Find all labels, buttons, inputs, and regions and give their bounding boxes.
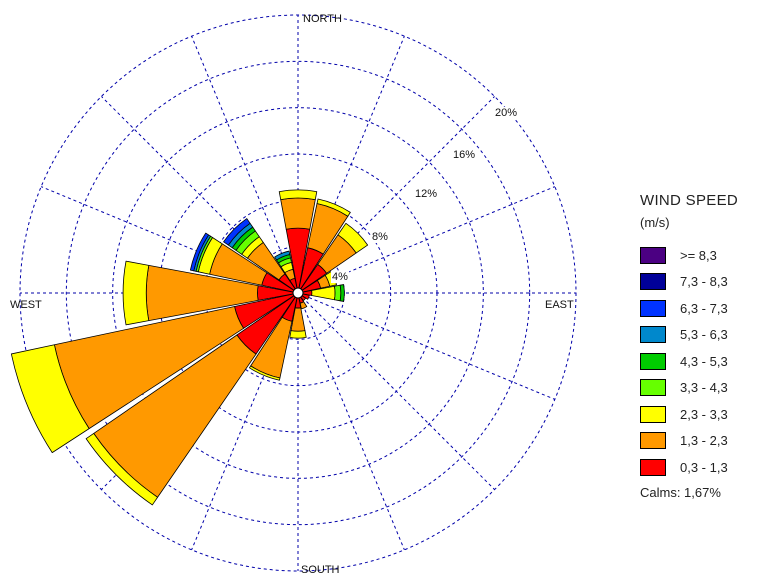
grid-spoke — [40, 186, 299, 294]
legend-item: 7,3 - 8,3 — [640, 269, 775, 296]
legend-swatch — [640, 352, 666, 370]
legend-label: 7,3 - 8,3 — [680, 274, 728, 290]
ring-label-16: 16% — [453, 149, 475, 161]
ring-label-background — [371, 231, 390, 243]
legend-swatch — [640, 432, 666, 450]
chart-labels: NORTH EAST SOUTH WEST 4% 8% 12% 16% 20% — [10, 13, 574, 576]
ring-label-12: 12% — [415, 188, 437, 200]
legend-item: 2,3 - 3,3 — [640, 401, 775, 428]
legend-item: 6,3 - 7,3 — [640, 295, 775, 322]
legend-items: >= 8,3 7,3 - 8,3 6,3 - 7,3 5,3 - 6,3 4,3… — [640, 242, 775, 481]
legend-swatch — [640, 405, 666, 423]
petal-segment-e — [334, 284, 342, 302]
grid-spoke — [191, 35, 299, 294]
petal-segment-nne — [316, 198, 351, 217]
grid-spoke — [297, 35, 405, 294]
petal-segment-n — [278, 189, 318, 201]
petal-segment-ssw — [249, 365, 281, 381]
legend-label: >= 8,3 — [680, 247, 717, 263]
grid-ring — [65, 60, 531, 526]
wind-rose-chart: NORTH EAST SOUTH WEST 4% 8% 12% 16% 20% — [10, 13, 577, 576]
legend-item: 0,3 - 1,3 — [640, 454, 775, 481]
calms-label: Calms: 1,67% — [640, 484, 721, 500]
petal-segment-w — [122, 260, 150, 326]
legend-label: 6,3 - 7,3 — [680, 300, 728, 316]
petal-segment-ne — [337, 222, 369, 254]
petal-segment-n — [280, 197, 316, 230]
legend-item: 1,3 - 2,3 — [640, 428, 775, 455]
legend-label: 4,3 - 5,3 — [680, 353, 728, 369]
legend-label: 0,3 - 1,3 — [680, 459, 728, 475]
legend-label: 1,3 - 2,3 — [680, 433, 728, 449]
legend-item: >= 8,3 — [640, 242, 775, 269]
grid-ring — [112, 107, 484, 479]
ring-label-20: 20% — [495, 107, 517, 119]
petal-segment-sse — [299, 301, 308, 310]
legend: WIND SPEED (m/s) >= 8,3 7,3 - 8,3 6,3 - … — [640, 192, 775, 500]
legend-swatch — [640, 246, 666, 264]
grid-spoke — [297, 292, 405, 551]
legend-item: 5,3 - 6,3 — [640, 322, 775, 349]
legend-swatch — [640, 273, 666, 291]
petal-segment-wnw — [189, 232, 210, 272]
grid-spoke — [101, 96, 299, 294]
grid-spoke — [297, 292, 495, 490]
grid-spoke — [297, 292, 556, 400]
legend-title: WIND SPEED — [640, 192, 739, 209]
legend-item: 4,3 - 5,3 — [640, 348, 775, 375]
legend-swatch — [640, 458, 666, 476]
grid-spoke — [191, 292, 299, 551]
legend-label: 3,3 - 4,3 — [680, 380, 728, 396]
grid-spoke — [297, 186, 556, 294]
petal-segment-nw — [223, 218, 251, 246]
petal-segment-nnw — [274, 250, 291, 261]
petal-segment-sw — [85, 433, 158, 506]
ring-label-4: 4% — [332, 271, 348, 283]
grid-spoke — [297, 96, 495, 294]
ring-label-background — [452, 149, 477, 161]
east-label: EAST — [545, 299, 574, 311]
legend-label: 5,3 - 6,3 — [680, 327, 728, 343]
north-label: NORTH — [303, 13, 342, 25]
legend-label: 2,3 - 3,3 — [680, 406, 728, 422]
legend-swatch — [640, 379, 666, 397]
legend-swatch — [640, 299, 666, 317]
petal-segment-s — [289, 330, 307, 339]
petal-segment-wsw — [10, 344, 90, 454]
legend-item: 3,3 - 4,3 — [640, 375, 775, 402]
wind-rose-petals — [10, 189, 369, 506]
petal-segment-e — [339, 284, 345, 302]
ring-label-background — [331, 271, 350, 283]
legend-unit: (m/s) — [640, 215, 670, 230]
ring-label-8: 8% — [372, 231, 388, 243]
legend-swatch — [640, 326, 666, 344]
center-marker — [292, 287, 304, 299]
west-label: WEST — [10, 299, 42, 311]
ring-label-background — [414, 188, 439, 200]
ring-label-background — [494, 107, 519, 119]
south-label: SOUTH — [301, 564, 340, 576]
